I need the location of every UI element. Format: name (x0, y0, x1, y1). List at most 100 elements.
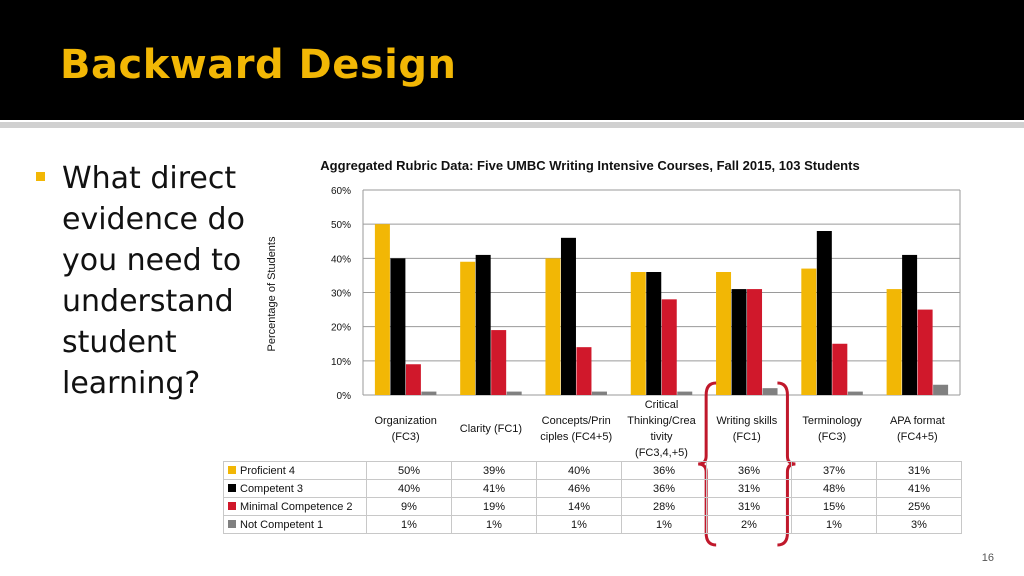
data-label: 31% (706, 479, 792, 498)
data-label: 3% (876, 515, 962, 534)
bar (902, 254, 918, 395)
data-label: 1% (536, 515, 622, 534)
table-row: Proficient 4 50% 39% 40% 36% 36% 37% 31% (223, 461, 962, 480)
data-label: 25% (876, 497, 962, 516)
data-label: 41% (451, 479, 537, 498)
table-row: Minimal Competence 2 9% 19% 14% 28% 31% 15% 25% (223, 497, 962, 516)
category-label: ciples (FC4+5) (540, 431, 612, 443)
category-label: Thinking/Crea (627, 415, 696, 427)
legend-entry: Minimal Competence 2 (223, 497, 367, 516)
bullet-question: What direct evidence do you need to unde… (62, 161, 245, 401)
data-label: 1% (366, 515, 452, 534)
title-bar (0, 0, 1024, 120)
category-label: (FC3) (818, 431, 846, 443)
bar (646, 272, 662, 395)
legend-label: Competent 3 (240, 482, 303, 495)
bar (816, 231, 832, 395)
data-label: 36% (621, 479, 707, 498)
legend-swatch (228, 519, 236, 528)
data-label: 39% (451, 461, 537, 480)
y-tick-label: 20% (331, 323, 351, 334)
bar (405, 364, 421, 395)
legend-swatch (228, 483, 236, 492)
bar (762, 388, 778, 395)
bar (731, 289, 747, 395)
bar (917, 309, 933, 395)
data-label: 14% (536, 497, 622, 516)
category-label: Concepts/Prin (542, 415, 611, 427)
title-divider (0, 122, 1024, 128)
bar (576, 347, 592, 395)
legend-label: Not Competent 1 (240, 518, 324, 531)
bullet-icon (36, 172, 45, 181)
data-label: 28% (621, 497, 707, 516)
data-label: 36% (706, 461, 792, 480)
bar (716, 272, 732, 395)
bar (460, 261, 476, 395)
bar (506, 391, 522, 395)
legend-swatch (228, 501, 236, 510)
grid-lines (362, 189, 961, 396)
data-label: 31% (876, 461, 962, 480)
y-tick-label: 30% (331, 289, 351, 300)
bars (374, 224, 949, 395)
bar (933, 384, 949, 395)
category-label: Organization (374, 415, 436, 427)
category-labels: Organization (FC3) Clarity (FC1) Concepts/P… (374, 399, 944, 459)
category-label: (FC3,4,+5) (635, 447, 688, 459)
bar (560, 237, 576, 395)
category-label: APA format (890, 415, 945, 427)
category-label: (FC3) (392, 431, 420, 443)
legend-entry: Proficient 4 (223, 461, 367, 480)
data-label: 31% (706, 497, 792, 516)
data-table: Proficient 4 50% 39% 40% 36% 36% 37% 31% Compete… (223, 461, 962, 534)
bar (832, 343, 848, 395)
page-number: 16 (981, 552, 994, 564)
legend-label: Proficient 4 (240, 464, 296, 477)
bar (677, 391, 693, 395)
data-label: 1% (621, 515, 707, 534)
legend-label: Minimal Competence 2 (240, 500, 353, 513)
y-tick-label: 60% (331, 186, 351, 197)
data-label: 46% (536, 479, 622, 498)
category-label: Clarity (FC1) (460, 423, 522, 435)
bar (886, 289, 902, 395)
bar (801, 268, 817, 395)
legend-swatch (228, 465, 236, 474)
bar (661, 299, 677, 395)
data-label: 15% (791, 497, 877, 516)
legend-entry: Competent 3 (223, 479, 367, 498)
data-label: 1% (451, 515, 537, 534)
chart-title: Aggregated Rubric Data: Five UMBC Writin… (320, 158, 860, 173)
category-label: Critical (645, 399, 679, 411)
legend-entry: Not Competent 1 (223, 515, 367, 534)
data-label: 48% (791, 479, 877, 498)
table-row: Not Competent 1 1% 1% 1% 1% 2% 1% 3% (223, 515, 962, 534)
bar (747, 289, 763, 395)
data-label: 40% (366, 479, 452, 498)
bar (421, 391, 437, 395)
data-label: 1% (791, 515, 877, 534)
category-label: tivity (651, 431, 674, 443)
bar (390, 258, 406, 395)
y-tick-label: 50% (331, 220, 351, 231)
category-label: (FC1) (733, 431, 761, 443)
bar (847, 391, 863, 395)
data-label: 40% (536, 461, 622, 480)
category-label: Writing skills (716, 415, 777, 427)
table-row: Competent 3 40% 41% 46% 36% 31% 48% 41% (223, 479, 962, 498)
data-label: 9% (366, 497, 452, 516)
data-label: 36% (621, 461, 707, 480)
data-label: 37% (791, 461, 877, 480)
data-label: 41% (876, 479, 962, 498)
data-label: 2% (706, 515, 792, 534)
slide-title: Backward Design (60, 42, 457, 88)
bar (591, 391, 607, 395)
category-label: (FC4+5) (897, 431, 938, 443)
y-tick-label: 10% (331, 357, 351, 368)
bar (374, 224, 390, 395)
y-tick-label: 0% (337, 391, 352, 402)
bar (630, 272, 646, 395)
data-label: 50% (366, 461, 452, 480)
